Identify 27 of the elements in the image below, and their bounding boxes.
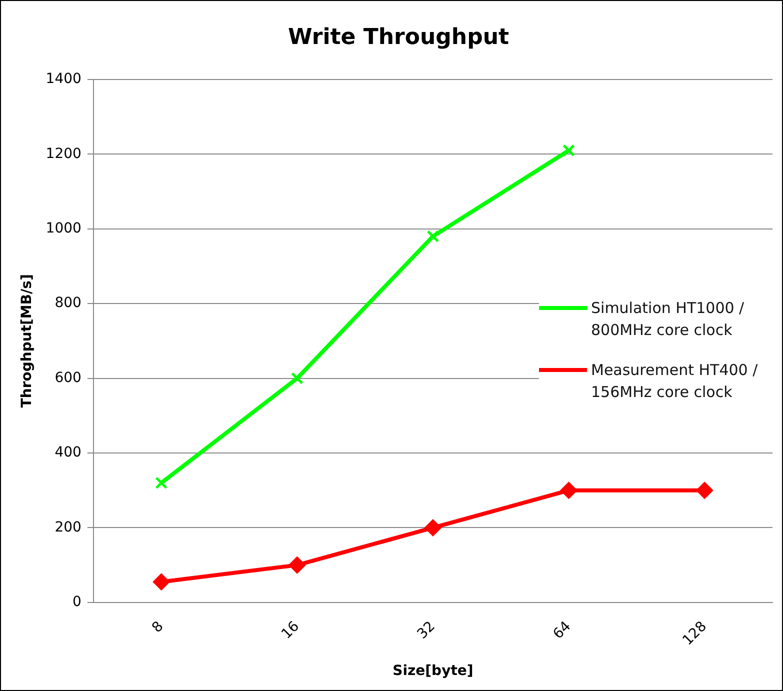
x-tick-label: 16 [278, 618, 303, 642]
y-tick-label: 1200 [46, 146, 82, 162]
y-tick-label: 0 [72, 594, 82, 610]
chart-title: Write Throughput [288, 24, 510, 50]
point [153, 574, 170, 590]
y-tick-label: 1400 [46, 71, 82, 88]
point [290, 372, 304, 384]
y-tick-label: 200 [54, 519, 82, 536]
x-tick-label: 128 [680, 618, 710, 649]
x-axis-title: Size[byte] [392, 663, 474, 680]
x-tick-label: 64 [550, 618, 574, 642]
y-tick-label: 1000 [46, 220, 82, 236]
legend-label: Simulation HT1000 / 800MHz core clock [591, 298, 746, 341]
y-tick-label: 600 [54, 370, 82, 386]
point [562, 144, 575, 157]
point [424, 519, 442, 536]
x-tick-label: 8 [149, 618, 167, 636]
point [288, 556, 306, 574]
point [155, 476, 168, 490]
x-tick-label: 32 [414, 618, 438, 642]
point [696, 482, 713, 499]
point [560, 482, 578, 499]
y-tick-label: 800 [54, 295, 82, 312]
y-tick-label: 400 [54, 444, 82, 461]
point [426, 230, 440, 243]
legend-label: Measurement HT400 / 156MHz core clock [591, 360, 759, 403]
y-axis-title: Throghput[MB/s] [19, 274, 36, 408]
